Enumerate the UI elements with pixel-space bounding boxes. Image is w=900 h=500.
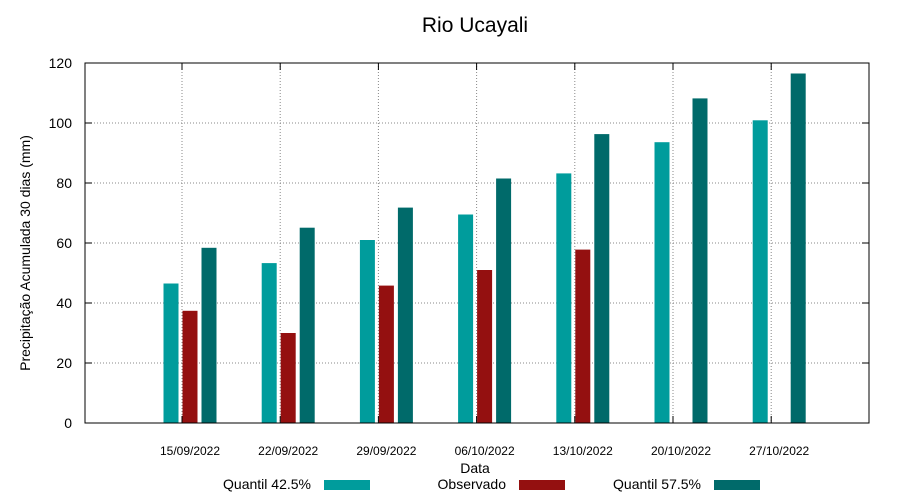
legend-swatch [324,480,370,490]
x-tick-label: 29/09/2022 [356,444,416,458]
x-tick-label: 15/09/2022 [160,444,220,458]
y-tick-label: 60 [56,235,72,251]
bar-observado [182,310,198,423]
bar-quantil-57-5- [790,73,806,423]
bar-quantil-57-5- [201,247,217,423]
legend-label: Observado [438,476,507,492]
bar-quantil-42-5- [654,142,670,423]
y-axis-label: Precipitação Acumulada 30 dias (mm) [17,135,33,371]
y-tick-label: 20 [56,355,72,371]
x-tick-label: 06/10/2022 [455,444,515,458]
bar-observado [575,249,591,423]
bar-quantil-42-5- [359,240,375,423]
bar-quantil-57-5- [692,98,708,424]
x-tick-label: 22/09/2022 [258,444,318,458]
legend-label: Quantil 57.5% [613,476,701,492]
legend-swatch [714,480,760,490]
bar-quantil-42-5- [556,173,572,423]
bar-quantil-57-5- [496,178,512,423]
bars [163,73,806,424]
y-tick-label: 100 [49,115,73,131]
legend-label: Quantil 42.5% [223,476,311,492]
x-tick-label: 13/10/2022 [553,444,613,458]
y-axis: 0 20 40 60 80 100 120 [49,55,869,431]
y-tick-label: 0 [64,415,72,431]
bar-quantil-42-5- [261,263,277,423]
y-tick-label: 80 [56,175,72,191]
legend-swatch [519,480,565,490]
bar-quantil-57-5- [397,207,413,423]
bar-observado [477,270,493,423]
chart-title: Rio Ucayali [422,14,528,37]
y-tick-label: 40 [56,295,72,311]
x-axis-label: Data [460,460,490,476]
y-tick-label: 120 [49,55,73,71]
bar-quantil-57-5- [594,134,610,423]
x-tick-label: 20/10/2022 [651,444,711,458]
bar-quantil-42-5- [163,283,179,423]
x-tick-label: 27/10/2022 [749,444,809,458]
bar-observado [378,285,394,423]
bar-observado [280,333,296,423]
grid [85,63,869,423]
x-axis: 15/09/2022 22/09/2022 29/09/2022 06/10/2022… [160,63,810,458]
bar-quantil-42-5- [752,120,768,424]
bar-quantil-42-5- [458,214,474,423]
legend: Quantil 42.5% Observado Quantil 57.5% [223,476,760,492]
bar-quantil-57-5- [299,227,315,423]
